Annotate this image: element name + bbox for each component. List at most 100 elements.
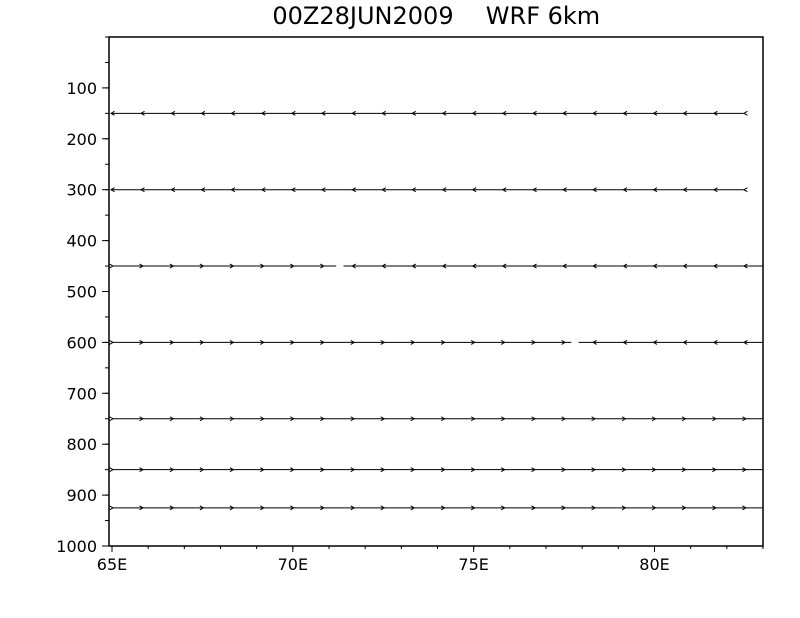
vector-arrowhead <box>170 187 176 193</box>
vector-arrowhead <box>742 416 747 422</box>
vector-arrowhead <box>470 505 476 511</box>
vector-arrowhead <box>682 110 688 116</box>
vector-arrowhead <box>350 416 356 422</box>
vector-arrowhead <box>199 416 205 422</box>
vector-arrowhead <box>260 505 265 511</box>
y-tick-label: 300 <box>66 181 97 200</box>
vector-arrowhead <box>410 416 416 422</box>
vector-arrowhead <box>681 467 687 473</box>
vector-arrowhead <box>652 187 658 193</box>
vector-arrowhead <box>501 110 507 116</box>
vector-arrowhead <box>350 505 356 511</box>
vector-arrowhead <box>441 263 447 269</box>
vector-arrowhead <box>440 467 446 473</box>
vector-arrowhead <box>109 110 115 116</box>
vector-level-450 <box>109 263 763 269</box>
y-tick-label: 600 <box>66 333 97 352</box>
vector-arrowhead <box>531 505 537 511</box>
vector-arrowhead <box>622 187 628 193</box>
vector-arrowhead <box>592 263 597 269</box>
vector-arrowhead <box>290 110 296 116</box>
vector-arrowhead <box>351 263 356 269</box>
vector-arrowhead <box>381 263 386 269</box>
vector-arrowhead <box>320 467 325 473</box>
vector-arrowhead <box>109 505 115 511</box>
vector-arrowhead <box>260 110 266 116</box>
vector-arrowhead <box>500 339 506 345</box>
vector-arrowhead <box>260 263 265 269</box>
y-tick-label: 500 <box>66 283 97 302</box>
vector-arrowhead <box>290 467 295 473</box>
vector-arrowhead <box>410 505 416 511</box>
y-tick-label: 200 <box>66 130 97 149</box>
vector-arrowhead <box>229 416 235 422</box>
vector-arrowhead <box>139 339 145 345</box>
vector-arrowhead <box>500 505 506 511</box>
vector-arrowhead <box>592 339 597 345</box>
vector-arrowhead <box>290 187 296 193</box>
vector-arrowhead <box>500 416 506 422</box>
y-tick-label: 1000 <box>56 537 97 556</box>
vector-arrowhead <box>742 339 748 345</box>
vector-arrowhead <box>260 416 265 422</box>
chart-title-model: WRF 6km <box>486 2 600 30</box>
y-tick-label: 700 <box>66 384 97 403</box>
vector-arrowhead <box>290 263 295 269</box>
vector-arrowhead <box>140 187 145 193</box>
vector-arrowhead <box>500 467 506 473</box>
y-tick-label: 800 <box>66 435 97 454</box>
vector-arrowhead <box>320 110 326 116</box>
vector-arrowhead <box>651 416 657 422</box>
vector-level-600 <box>109 339 763 345</box>
vector-arrowhead <box>411 263 417 269</box>
vector-arrowhead <box>591 416 597 422</box>
vector-arrowhead <box>381 187 386 193</box>
y-tick-label: 100 <box>66 79 97 98</box>
vector-arrowhead <box>320 505 325 511</box>
vector-arrowhead <box>139 416 145 422</box>
vector-arrowhead <box>561 467 567 473</box>
vector-arrowhead <box>229 505 235 511</box>
vector-level-925 <box>109 505 763 511</box>
vector-arrowhead <box>622 339 628 345</box>
vector-arrowhead <box>381 110 386 116</box>
vector-arrowhead <box>109 416 115 422</box>
vector-arrowhead <box>380 416 386 422</box>
vector-arrowhead <box>109 339 115 345</box>
vector-arrowhead <box>139 505 145 511</box>
vector-arrowhead <box>260 467 265 473</box>
vector-arrowhead <box>652 263 658 269</box>
vector-arrowhead <box>621 416 627 422</box>
vector-arrowhead <box>229 467 235 473</box>
vector-arrowhead <box>440 416 446 422</box>
y-tick-label: 900 <box>66 486 97 505</box>
vector-arrowhead <box>440 339 446 345</box>
vector-arrowhead <box>320 187 326 193</box>
vector-arrowhead <box>712 110 718 116</box>
vector-arrowhead <box>199 467 205 473</box>
vector-arrowhead <box>169 416 175 422</box>
vector-arrowhead <box>470 416 476 422</box>
vector-arrowhead <box>651 505 657 511</box>
vector-arrowhead <box>651 467 657 473</box>
vector-arrowhead <box>229 263 235 269</box>
vector-arrowhead <box>290 339 295 345</box>
vector-arrowhead <box>681 416 687 422</box>
vector-arrowhead <box>410 467 416 473</box>
x-tick-label: 80E <box>639 555 669 574</box>
vector-arrowhead <box>230 110 236 116</box>
vector-arrowhead <box>109 187 115 193</box>
vector-level-750 <box>109 416 763 422</box>
vector-arrowhead <box>712 416 717 422</box>
vector-arrowhead <box>682 187 688 193</box>
vector-arrowhead <box>411 187 417 193</box>
vector-arrowhead <box>532 110 537 116</box>
vector-arrowhead <box>441 187 447 193</box>
vector-arrowhead <box>532 187 537 193</box>
vector-arrowhead <box>531 339 537 345</box>
vector-arrowhead <box>410 339 416 345</box>
vector-arrowhead <box>622 263 628 269</box>
vector-arrowhead <box>260 187 266 193</box>
x-tick-label: 70E <box>278 555 308 574</box>
vector-arrowhead <box>200 187 206 193</box>
